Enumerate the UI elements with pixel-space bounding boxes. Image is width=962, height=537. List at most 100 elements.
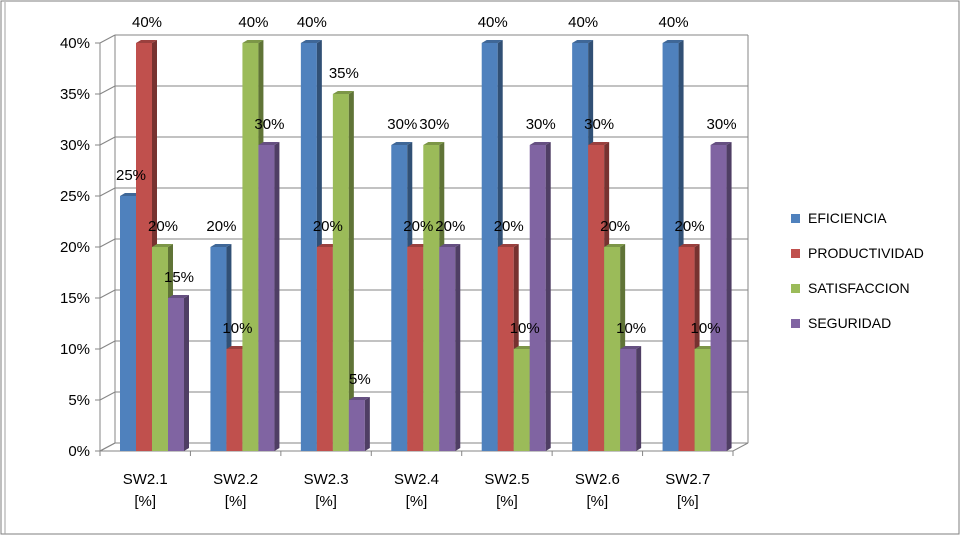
bar-side (364, 397, 370, 451)
data-label: 10% (691, 320, 721, 337)
bar-top (136, 40, 157, 43)
bar (168, 295, 189, 451)
bar-front (588, 145, 605, 451)
bar-top (497, 244, 519, 247)
legend-swatch (791, 319, 800, 328)
legend-swatch (791, 214, 800, 223)
data-label: 40% (659, 14, 689, 31)
data-label: 35% (329, 65, 359, 82)
bar-side (348, 91, 354, 451)
legend-label: EFICIENCIA (808, 210, 887, 226)
gridline-depth (99, 34, 116, 44)
bar-top (258, 142, 280, 145)
bar-front (620, 349, 637, 451)
bar-front (348, 400, 365, 451)
data-label: 20% (675, 218, 705, 235)
bar-top (710, 142, 732, 145)
bar-front (136, 43, 152, 451)
data-label: 20% (148, 218, 178, 235)
x-tick-label: SW2.6 (575, 471, 620, 488)
bar-side (545, 142, 551, 451)
y-tick-label: 25% (60, 188, 90, 205)
x-tick-label: SW2.7 (665, 471, 710, 488)
bar-top (529, 142, 551, 145)
bar-side (636, 346, 642, 451)
data-label: 10% (616, 320, 646, 337)
bar-top (391, 142, 413, 145)
series-seguridad (168, 142, 732, 451)
bar (710, 142, 732, 451)
data-label: 30% (387, 116, 417, 133)
bar-top (678, 244, 700, 247)
bar-top (481, 40, 503, 43)
x-tick-label: SW2.5 (484, 471, 529, 488)
legend-swatch (791, 249, 800, 258)
bar-front (152, 247, 168, 451)
bar-top (242, 40, 264, 43)
data-label: 20% (206, 218, 236, 235)
bar-top (604, 244, 626, 247)
legend-label: SATISFACCION (808, 280, 910, 296)
bar (348, 397, 370, 451)
bar-side (455, 244, 461, 451)
data-label: 25% (116, 167, 146, 184)
gridline-depth (99, 136, 116, 146)
bar-top (439, 244, 461, 247)
bar-top (210, 244, 232, 247)
data-label: 20% (494, 218, 524, 235)
bar-front (604, 247, 621, 451)
x-tick-label: [%] (677, 493, 699, 510)
bar-top (620, 346, 642, 349)
gridline-depth (99, 289, 116, 299)
bar-front (168, 298, 184, 451)
y-tick-label: 0% (68, 443, 90, 460)
bar-top (226, 346, 248, 349)
data-label: 40% (478, 14, 508, 31)
x-axis: SW2.1 [%] SW2.2 [%] SW2.3 [%] SW2.4 [%] SW2.5 [%]… (99, 450, 734, 510)
bar (439, 244, 461, 451)
bars (120, 40, 732, 451)
bar-front (710, 145, 727, 451)
bar-front (439, 247, 456, 451)
bar-top (423, 142, 445, 145)
data-label: 30% (526, 116, 556, 133)
bar-top (572, 40, 594, 43)
data-label: 20% (600, 218, 630, 235)
x-tick-label: [%] (496, 493, 518, 510)
data-label: 15% (164, 269, 194, 286)
data-label: 20% (435, 218, 465, 235)
bar (258, 142, 280, 451)
data-label: 10% (222, 320, 252, 337)
data-label: 40% (297, 14, 327, 31)
bar-top (152, 244, 173, 247)
legend-label: PRODUCTIVIDAD (808, 245, 924, 261)
data-labels: 25%20%40%30%40% 40% 40%40%10%20% 20% 20%30%2… (116, 14, 737, 388)
bar-front (120, 196, 136, 451)
data-label: 20% (313, 218, 343, 235)
gridline-depth (99, 391, 116, 401)
y-tick-label: 20% (60, 239, 90, 256)
legend: EFICIENCIA PRODUCTIVIDAD SATISFACCION SEGUR… (791, 210, 924, 331)
bar-side (726, 142, 732, 451)
data-label: 10% (510, 320, 540, 337)
x-tick-label: [%] (587, 493, 609, 510)
bar-front (662, 43, 679, 451)
series-satisfaccion (152, 40, 716, 451)
bar-top (348, 397, 370, 400)
gridline-depth (99, 238, 116, 248)
bar-front (529, 145, 546, 451)
legend-swatch (791, 284, 800, 293)
data-label: 30% (584, 116, 614, 133)
x-tick-label: SW2.1 (123, 471, 168, 488)
bar (620, 346, 642, 451)
bar-front (242, 43, 259, 451)
bar-top (300, 40, 322, 43)
gridline-depth (99, 340, 116, 350)
bar-top (407, 244, 429, 247)
bar-front (694, 349, 711, 451)
bar-front (316, 247, 333, 451)
y-axis: 0% 5% 10% 15% 20% 25% 30% 35% 40% (60, 35, 116, 460)
bar-top (588, 142, 610, 145)
